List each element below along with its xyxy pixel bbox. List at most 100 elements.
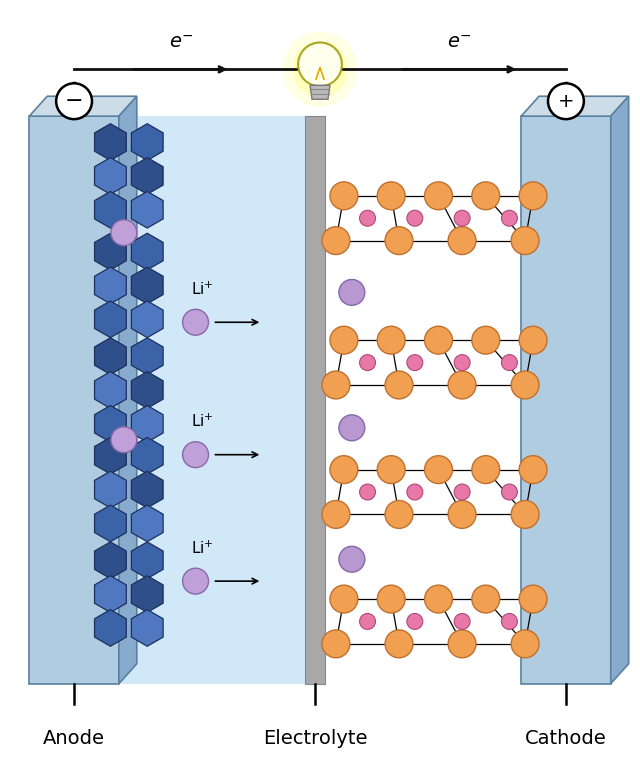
Polygon shape bbox=[131, 505, 163, 542]
Text: Electrolyte: Electrolyte bbox=[263, 729, 367, 748]
Polygon shape bbox=[95, 233, 126, 270]
Circle shape bbox=[448, 226, 476, 255]
Circle shape bbox=[424, 585, 452, 613]
Polygon shape bbox=[131, 338, 163, 374]
Text: Li$^{+}$: Li$^{+}$ bbox=[191, 540, 213, 557]
Polygon shape bbox=[95, 405, 126, 442]
Circle shape bbox=[519, 182, 547, 210]
Polygon shape bbox=[95, 471, 126, 508]
Circle shape bbox=[339, 279, 365, 305]
Circle shape bbox=[454, 614, 470, 630]
Circle shape bbox=[111, 427, 137, 453]
Circle shape bbox=[322, 371, 350, 399]
Polygon shape bbox=[29, 96, 137, 116]
Polygon shape bbox=[131, 610, 163, 646]
Text: −: − bbox=[65, 91, 83, 111]
Circle shape bbox=[448, 371, 476, 399]
Text: Anode: Anode bbox=[43, 729, 105, 748]
Circle shape bbox=[454, 210, 470, 226]
Text: Li$^{+}$: Li$^{+}$ bbox=[191, 281, 213, 298]
Polygon shape bbox=[95, 267, 126, 304]
Polygon shape bbox=[95, 542, 126, 578]
Circle shape bbox=[360, 484, 376, 500]
Polygon shape bbox=[95, 610, 126, 646]
Circle shape bbox=[377, 326, 405, 354]
Polygon shape bbox=[95, 301, 126, 337]
Circle shape bbox=[360, 355, 376, 370]
Circle shape bbox=[407, 355, 423, 370]
Circle shape bbox=[111, 220, 137, 246]
Circle shape bbox=[385, 371, 413, 399]
Circle shape bbox=[360, 614, 376, 630]
Circle shape bbox=[407, 614, 423, 630]
Circle shape bbox=[424, 326, 452, 354]
Polygon shape bbox=[131, 233, 163, 270]
Polygon shape bbox=[131, 191, 163, 228]
Polygon shape bbox=[95, 338, 126, 374]
Circle shape bbox=[502, 355, 517, 370]
Circle shape bbox=[182, 309, 209, 335]
Circle shape bbox=[511, 500, 539, 529]
Polygon shape bbox=[310, 85, 330, 99]
Polygon shape bbox=[95, 438, 126, 474]
Polygon shape bbox=[611, 96, 628, 684]
Polygon shape bbox=[95, 191, 126, 228]
Circle shape bbox=[472, 182, 500, 210]
Polygon shape bbox=[131, 405, 163, 442]
Circle shape bbox=[502, 210, 517, 226]
Polygon shape bbox=[29, 116, 119, 684]
Polygon shape bbox=[131, 267, 163, 304]
Circle shape bbox=[472, 585, 500, 613]
Circle shape bbox=[548, 83, 584, 119]
Circle shape bbox=[339, 546, 365, 572]
Circle shape bbox=[182, 568, 209, 594]
Circle shape bbox=[472, 456, 500, 483]
Circle shape bbox=[502, 484, 517, 500]
Circle shape bbox=[377, 456, 405, 483]
Circle shape bbox=[330, 585, 358, 613]
Circle shape bbox=[385, 500, 413, 529]
Text: Cathode: Cathode bbox=[525, 729, 607, 748]
Polygon shape bbox=[95, 158, 126, 194]
Polygon shape bbox=[121, 116, 330, 684]
Polygon shape bbox=[521, 116, 611, 684]
Circle shape bbox=[377, 182, 405, 210]
Circle shape bbox=[56, 83, 92, 119]
Circle shape bbox=[298, 43, 342, 86]
Polygon shape bbox=[95, 505, 126, 542]
Polygon shape bbox=[131, 471, 163, 508]
Text: +: + bbox=[557, 92, 574, 111]
Circle shape bbox=[424, 182, 452, 210]
Circle shape bbox=[330, 456, 358, 483]
Circle shape bbox=[407, 484, 423, 500]
Polygon shape bbox=[95, 576, 126, 613]
Circle shape bbox=[322, 226, 350, 255]
Circle shape bbox=[472, 326, 500, 354]
Text: Li$^{+}$: Li$^{+}$ bbox=[191, 412, 213, 430]
Circle shape bbox=[424, 456, 452, 483]
Circle shape bbox=[322, 500, 350, 529]
Circle shape bbox=[330, 182, 358, 210]
Circle shape bbox=[385, 226, 413, 255]
Polygon shape bbox=[131, 124, 163, 161]
Polygon shape bbox=[131, 438, 163, 474]
Circle shape bbox=[502, 614, 517, 630]
Circle shape bbox=[519, 326, 547, 354]
Circle shape bbox=[330, 326, 358, 354]
Polygon shape bbox=[131, 372, 163, 409]
Polygon shape bbox=[131, 542, 163, 578]
Circle shape bbox=[511, 371, 539, 399]
Circle shape bbox=[385, 630, 413, 658]
Polygon shape bbox=[521, 96, 628, 116]
Polygon shape bbox=[131, 576, 163, 613]
Circle shape bbox=[322, 630, 350, 658]
Circle shape bbox=[282, 31, 358, 107]
Polygon shape bbox=[131, 301, 163, 337]
Circle shape bbox=[448, 500, 476, 529]
Circle shape bbox=[448, 630, 476, 658]
Circle shape bbox=[519, 456, 547, 483]
Polygon shape bbox=[95, 372, 126, 409]
Polygon shape bbox=[325, 116, 521, 684]
Circle shape bbox=[292, 41, 348, 97]
Polygon shape bbox=[119, 96, 137, 684]
